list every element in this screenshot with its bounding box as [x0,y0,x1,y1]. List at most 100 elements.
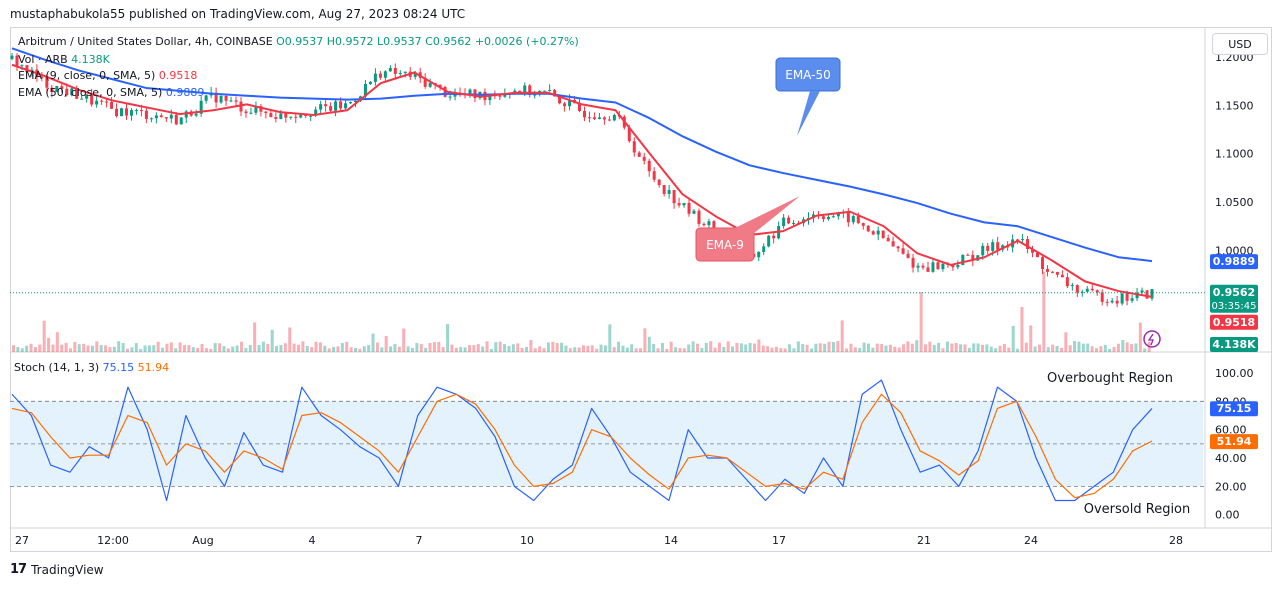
price-tick-label: 1.1000 [1215,148,1254,161]
candle-body [612,114,616,121]
volume-bar [82,343,86,352]
candle-body [1080,291,1084,293]
candle-body [861,223,865,226]
candle-body [1110,300,1114,303]
price-tick-label: 1.0500 [1215,196,1254,209]
volume-bar [542,348,546,352]
volume-bar [989,346,993,352]
volume-bar [796,341,800,352]
volume-bar [139,348,143,352]
volume-bar [1138,322,1142,352]
candle-body [1036,252,1040,258]
volume-bar [516,343,520,352]
volume-value: 4.138K [71,53,110,66]
volume-bar [757,339,761,352]
candle-body [259,106,263,112]
time-tick-label: Aug [192,534,213,547]
stoch-d-value: 51.94 [137,361,170,374]
volume-bar [402,328,406,352]
candle-body [981,245,985,256]
volume-bar [55,332,59,352]
time-tick-label: 27 [15,534,29,547]
volume-bar [428,342,432,352]
stoch-tick-label: 20.00 [1215,480,1247,493]
candle-body [762,246,766,252]
volume-bar [840,320,844,352]
volume-bar [744,344,748,352]
volume-bar [283,343,287,352]
candle-body [1105,301,1109,303]
volume-bar [349,347,353,352]
volume-bar [867,343,870,352]
stoch-legend: Stoch (14, 1, 3) 75.15 51.94 [14,361,169,374]
candle-body [602,117,606,120]
volume-bar [112,346,116,352]
volume-bar [823,343,827,352]
volume-bar [336,346,340,352]
volume-bar [169,342,173,352]
volume-bar [630,344,634,352]
volume-bar [761,345,765,352]
volume-bar [836,341,840,352]
candle-body [184,111,188,118]
candle-body [578,103,582,111]
volume-label: Vol · ARB [18,53,68,66]
volume-bar [994,348,998,352]
candle-body [1060,274,1064,278]
candle-body [194,113,198,116]
volume-bar [652,343,656,352]
price-tick-label: 1.1500 [1215,99,1254,112]
volume-bar [415,343,419,352]
volume-bar [441,347,445,352]
candle-body [274,117,278,119]
volume-bar [432,342,436,352]
volume-bar [275,345,279,352]
candle-body [916,265,920,268]
candle-body [214,92,218,103]
volume-bar [419,344,423,352]
candle-body [159,115,163,118]
volume-badge: 4.138K [1212,338,1256,351]
volume-bar [117,341,121,352]
volume-bar [446,324,450,352]
candle-body [543,90,547,92]
candle-body [329,106,333,111]
candle-body [941,263,945,270]
volume-bar [507,346,511,352]
ema9-price-badge: 0.9518 [1213,316,1255,329]
candle-body [100,100,104,102]
candle-body [787,217,791,224]
candle-body [996,242,1000,250]
volume-bar [691,341,695,352]
volume-bar [240,341,243,352]
volume-bar [753,343,756,352]
candle-body [767,235,771,247]
candle-body [179,117,183,125]
volume-bar [998,345,1002,352]
stoch-k-value: 75.15 [102,361,135,374]
volume-bar [963,344,967,352]
candle-body [373,73,377,82]
time-tick-label: 17 [772,534,786,547]
volume-bar [134,343,138,352]
candle-body [269,113,273,118]
candle-body [682,202,686,206]
candle-body [239,101,243,112]
volume-bar [485,341,489,352]
tradingview-logo[interactable]: 17 TradingView [10,562,104,577]
currency-button[interactable]: USD [1212,33,1268,55]
time-tick-label: 14 [664,534,678,547]
volume-bar [231,346,235,352]
candle-body [319,104,323,110]
time-tick-label: 4 [309,534,316,547]
volume-bar [739,343,743,352]
ema50-price-badge-bg [1210,254,1258,270]
volume-badge-bg [1210,337,1258,352]
candle-body [20,65,24,67]
volume-bar [678,348,682,352]
volume-bar [595,348,599,352]
volume-bar [174,348,178,352]
volume-bar [498,341,502,352]
close-price-badge: 0.9562 [1213,286,1255,299]
